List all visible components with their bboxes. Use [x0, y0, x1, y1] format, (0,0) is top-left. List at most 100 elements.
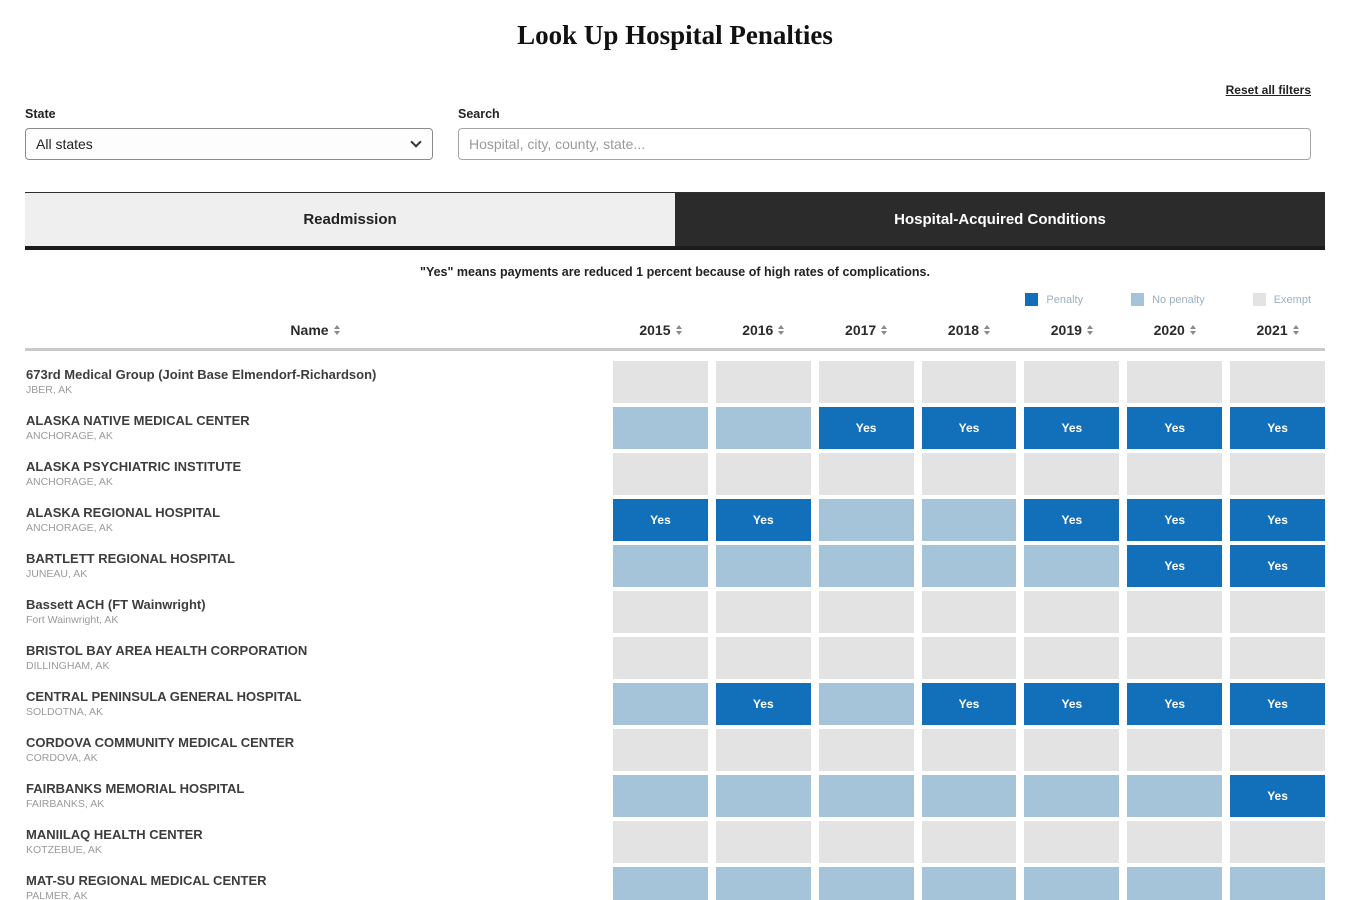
penalty-cell-exempt	[1230, 453, 1325, 495]
penalty-cell-exempt	[818, 637, 914, 679]
column-header-year[interactable]: 2015	[613, 316, 708, 348]
penalty-cell-exempt	[1230, 591, 1325, 633]
penalty-cell-penalty: Yes	[1127, 407, 1223, 449]
penalty-cell-exempt	[1230, 637, 1325, 679]
penalty-cell-penalty: Yes	[1230, 499, 1325, 541]
penalty-cell-exempt	[1024, 591, 1120, 633]
sort-icon[interactable]	[675, 325, 682, 335]
column-header-year[interactable]: 2021	[1230, 316, 1325, 348]
penalty-cell-no-penalty	[921, 775, 1017, 817]
tab-bar: Readmission Hospital-Acquired Conditions	[25, 192, 1325, 250]
penalty-cell-no-penalty	[613, 683, 708, 725]
penalty-cell-no-penalty	[818, 775, 914, 817]
sort-icon[interactable]	[881, 325, 888, 335]
hospital-name: BRISTOL BAY AREA HEALTH CORPORATION	[26, 642, 308, 658]
sort-icon[interactable]	[1086, 325, 1093, 335]
penalty-cell-no-penalty	[613, 407, 708, 449]
hospital-location: PALMER, AK	[26, 890, 88, 900]
column-header-name[interactable]: Name	[25, 316, 605, 348]
sort-icon[interactable]	[778, 325, 785, 335]
hospital-name: BARTLETT REGIONAL HOSPITAL	[26, 550, 235, 566]
tab-hospital-acquired-conditions[interactable]: Hospital-Acquired Conditions	[675, 193, 1325, 246]
penalty-cell-exempt	[715, 637, 811, 679]
penalty-cell-exempt	[613, 729, 708, 771]
search-filter-group: Search	[458, 107, 1311, 160]
penalty-cell-exempt	[921, 361, 1017, 403]
tab-readmission[interactable]: Readmission	[25, 193, 675, 246]
hospital-name: MANIILAQ HEALTH CENTER	[26, 826, 203, 842]
penalty-cell-exempt	[921, 591, 1017, 633]
sort-icon[interactable]	[333, 325, 340, 335]
hospital-name: Bassett ACH (FT Wainwright)	[26, 596, 206, 612]
column-header-year[interactable]: 2019	[1024, 316, 1119, 348]
reset-all-filters-link[interactable]: Reset all filters	[1225, 83, 1311, 97]
hospital-location: SOLDOTNA, AK	[26, 706, 104, 719]
hospital-location: Fort Wainwright, AK	[26, 614, 119, 627]
hospital-name: MAT-SU REGIONAL MEDICAL CENTER	[26, 872, 267, 888]
penalty-cell-exempt	[921, 453, 1017, 495]
column-header-label: 2019	[1050, 322, 1082, 338]
column-header-year[interactable]: 2020	[1127, 316, 1222, 348]
penalty-cell-no-penalty	[613, 867, 708, 900]
sort-icon[interactable]	[1189, 325, 1196, 335]
table-row-name-cell: ALASKA REGIONAL HOSPITAL ANCHORAGE, AK	[25, 499, 605, 541]
penalty-cell-penalty: Yes	[1230, 407, 1325, 449]
no-penalty-swatch-icon	[1131, 293, 1145, 306]
penalty-cell-exempt	[921, 821, 1017, 863]
penalty-cell-no-penalty	[818, 683, 914, 725]
penalty-cell-penalty: Yes	[921, 407, 1017, 449]
table-header-row: Name 2015 2016 2017 2018 2019 2020 2021	[25, 316, 1325, 348]
penalty-cell-exempt	[613, 591, 708, 633]
penalty-cell-penalty: Yes	[1127, 683, 1223, 725]
column-header-label: 2017	[845, 322, 877, 338]
column-header-label: 2015	[639, 322, 671, 338]
page-title: Look Up Hospital Penalties	[517, 20, 833, 50]
hospital-location: KOTZEBUE, AK	[26, 844, 102, 857]
penalty-cell-no-penalty	[715, 407, 811, 449]
penalty-cell-no-penalty	[715, 545, 811, 587]
penalty-cell-exempt	[818, 361, 914, 403]
penalty-cell-exempt	[715, 821, 811, 863]
penalty-swatch-icon	[1025, 293, 1039, 306]
penalty-cell-no-penalty	[921, 545, 1017, 587]
state-select[interactable]: All states	[25, 128, 433, 160]
legend-label: Penalty	[1046, 293, 1084, 306]
sort-icon[interactable]	[984, 325, 991, 335]
hospital-location: ANCHORAGE, AK	[26, 430, 113, 443]
table-row-name-cell: Bassett ACH (FT Wainwright) Fort Wainwri…	[25, 591, 605, 633]
penalty-cell-exempt	[1024, 637, 1120, 679]
penalty-cell-exempt	[1024, 729, 1120, 771]
table-row-name-cell: BRISTOL BAY AREA HEALTH CORPORATION DILL…	[25, 637, 605, 679]
penalty-cell-exempt	[921, 729, 1017, 771]
penalty-cell-no-penalty	[1024, 867, 1120, 900]
penalty-cell-exempt	[613, 453, 708, 495]
penalty-cell-penalty: Yes	[1127, 499, 1223, 541]
penalty-cell-penalty: Yes	[921, 683, 1017, 725]
penalty-cell-penalty: Yes	[1127, 545, 1223, 587]
legend-item-penalty: Penalty	[1025, 293, 1083, 306]
penalty-cell-no-penalty	[921, 867, 1017, 900]
column-header-year[interactable]: 2016	[716, 316, 811, 348]
hospital-name: ALASKA REGIONAL HOSPITAL	[26, 504, 221, 520]
penalty-cell-penalty: Yes	[715, 499, 811, 541]
penalty-cell-exempt	[818, 591, 914, 633]
column-header-year[interactable]: 2018	[922, 316, 1017, 348]
penalty-cell-no-penalty	[1127, 775, 1223, 817]
search-input[interactable]	[458, 128, 1311, 160]
penalty-cell-penalty: Yes	[1230, 683, 1325, 725]
penalty-cell-exempt	[1127, 729, 1223, 771]
hospital-name: CORDOVA COMMUNITY MEDICAL CENTER	[26, 734, 295, 750]
table-row-name-cell: ALASKA NATIVE MEDICAL CENTER ANCHORAGE, …	[25, 407, 605, 449]
hospital-name: FAIRBANKS MEMORIAL HOSPITAL	[26, 780, 245, 796]
column-header-year[interactable]: 2017	[819, 316, 914, 348]
sort-icon[interactable]	[1292, 325, 1299, 335]
legend-item-exempt: Exempt	[1252, 293, 1311, 306]
penalty-cell-penalty: Yes	[1024, 683, 1120, 725]
column-header-label: Name	[290, 322, 329, 338]
search-label: Search	[458, 107, 500, 121]
hospital-name: ALASKA PSYCHIATRIC INSTITUTE	[26, 458, 242, 474]
hospital-name: CENTRAL PENINSULA GENERAL HOSPITAL	[26, 688, 302, 704]
penalty-cell-no-penalty	[818, 867, 914, 900]
penalty-cell-penalty: Yes	[1024, 407, 1120, 449]
hospital-name: ALASKA NATIVE MEDICAL CENTER	[26, 412, 250, 428]
